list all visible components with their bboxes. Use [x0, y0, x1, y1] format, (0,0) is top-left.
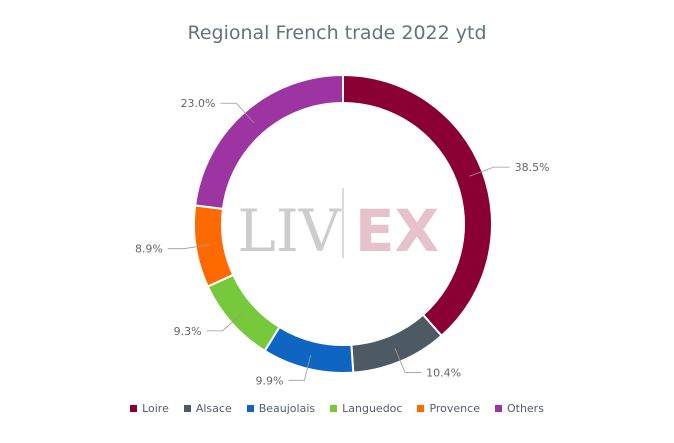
legend-label-others: Others — [506, 402, 544, 415]
legend-item-alsace[interactable]: Alsace — [183, 402, 232, 415]
legend-label-beaujolais: Beaujolais — [258, 402, 316, 415]
legend-item-beaujolais[interactable]: Beaujolais — [246, 402, 316, 415]
connector-languedoc — [206, 313, 243, 332]
connector-beaujolais — [288, 354, 312, 381]
connector-provence — [167, 244, 210, 250]
slice-languedoc[interactable] — [206, 273, 281, 353]
connector-alsace — [394, 348, 422, 373]
legend-item-loire[interactable]: Loire — [130, 402, 169, 415]
data-label-languedoc: 9.3% — [174, 325, 202, 338]
slice-alsace[interactable] — [350, 313, 443, 374]
legend-swatch-others — [494, 405, 502, 412]
legend-label-alsace: Alsace — [195, 402, 232, 415]
watermark-liv: LIV — [237, 197, 341, 265]
slice-beaujolais[interactable] — [263, 325, 355, 374]
legend-swatch-loire — [130, 405, 138, 412]
data-label-alsace: 10.4% — [426, 367, 461, 380]
legend-label-languedoc: Languedoc — [342, 402, 403, 415]
watermark-logo: LIV EX — [237, 188, 439, 265]
legend-swatch-alsace — [183, 405, 191, 412]
chart-title: Regional French trade 2022 ytd — [187, 22, 487, 44]
legend-label-loire: Loire — [142, 402, 169, 415]
legend-swatch-provence — [417, 405, 425, 412]
data-label-provence: 8.9% — [135, 243, 163, 256]
watermark-ex: EX — [355, 197, 439, 265]
connector-others — [220, 102, 255, 123]
connector-loire — [469, 166, 510, 177]
legend-item-provence[interactable]: Provence — [417, 402, 480, 415]
legend-label-provence: Provence — [429, 402, 480, 415]
legend-item-languedoc[interactable]: Languedoc — [330, 402, 402, 415]
data-label-loire: 38.5% — [515, 161, 550, 174]
legend-swatch-beaujolais — [246, 405, 254, 412]
data-label-beaujolais: 9.9% — [255, 374, 283, 387]
legend-item-others[interactable]: Others — [494, 402, 544, 415]
donut-chart: LIV EX 38.5% 10.4% 9.9% 9.3% 8.9% 23.0% — [135, 73, 550, 387]
chart-legend: Loire Alsace Beaujolais Languedoc Provence Ot… — [0, 402, 674, 415]
legend-swatch-languedoc — [330, 405, 338, 412]
slice-others[interactable] — [194, 73, 344, 210]
data-label-others: 23.0% — [181, 97, 216, 110]
